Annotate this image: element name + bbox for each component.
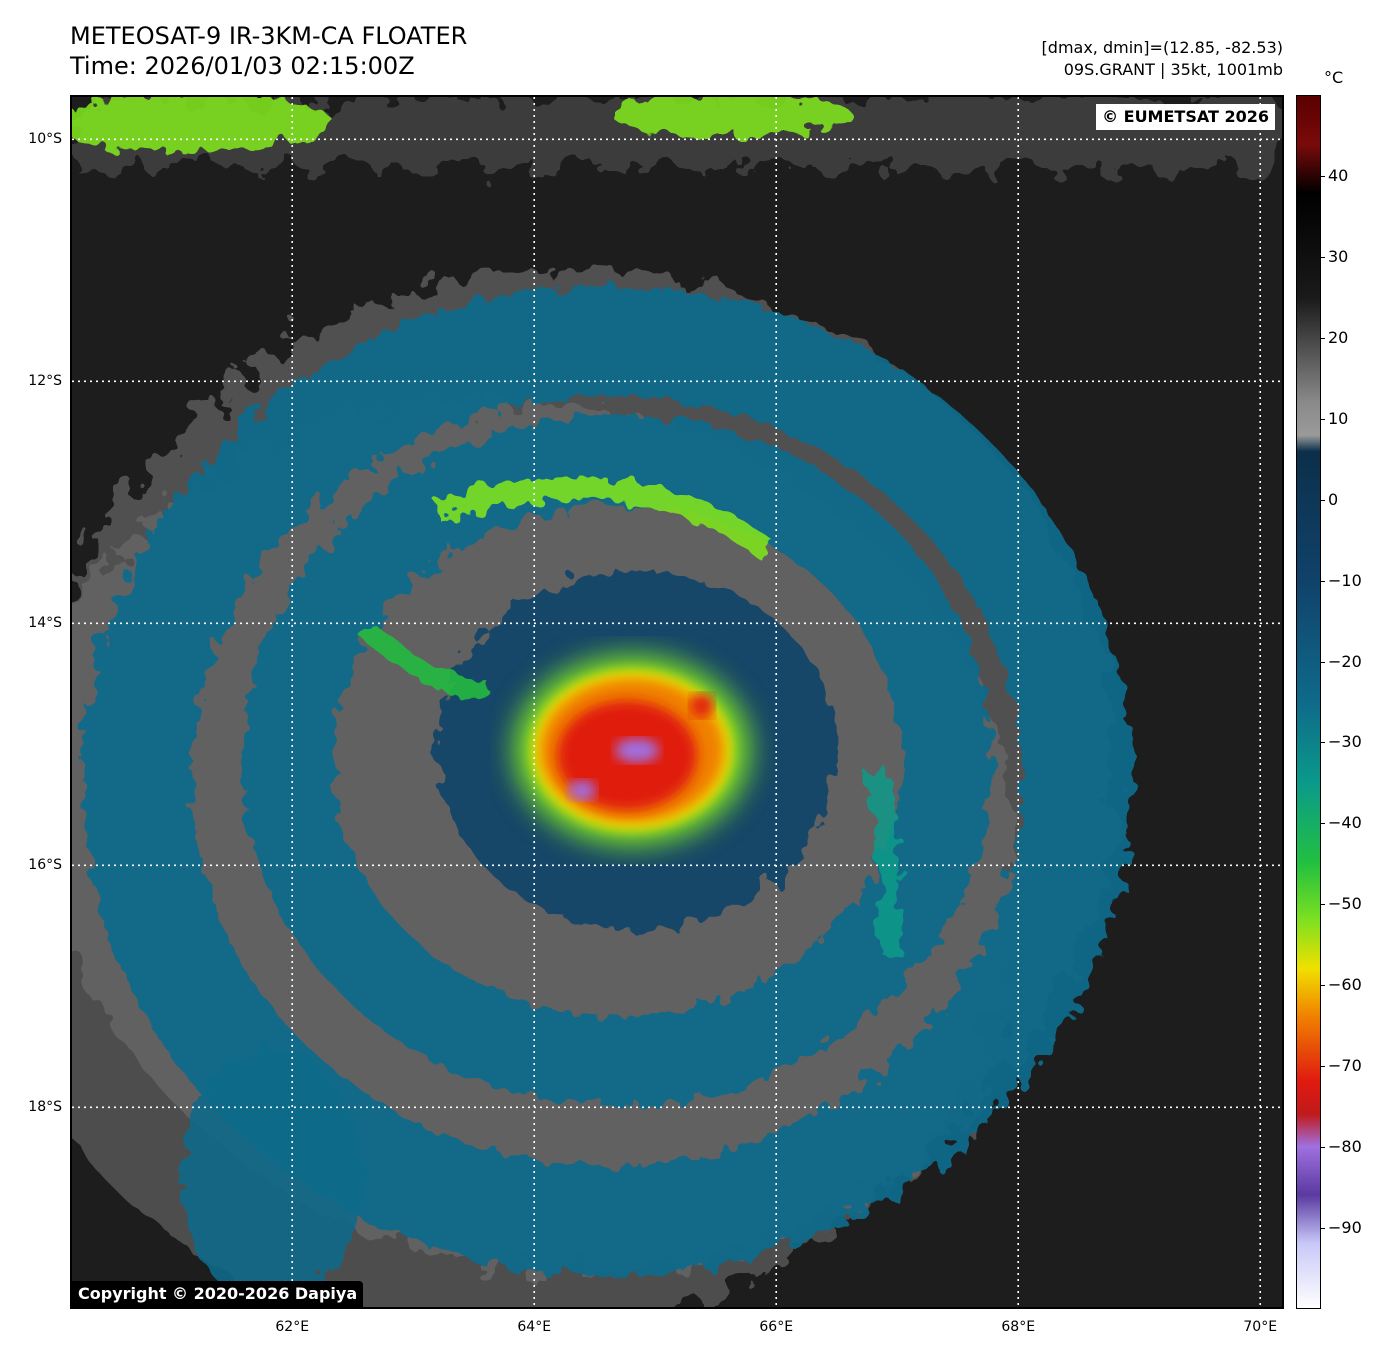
colorbar-tick-label: −10: [1328, 570, 1362, 590]
satellite-image: © EUMETSAT 2026 Copyright © 2020-2026 Da…: [70, 95, 1284, 1309]
colorbar-tick-label: 0: [1328, 489, 1339, 509]
longitude-label: 68°E: [1001, 1319, 1036, 1335]
latitude-label: 12°S: [28, 373, 62, 390]
colorbar-tick-label: 30: [1328, 246, 1349, 266]
eumetsat-credit: © EUMETSAT 2026: [1096, 104, 1275, 130]
colorbar-tick-mark: [1321, 499, 1325, 501]
dapiya-credit: Copyright © 2020-2026 Dapiya: [72, 1281, 364, 1307]
cold-spot-southwest: [568, 780, 597, 801]
longitude-label: 70°E: [1243, 1319, 1278, 1335]
map-title: METEOSAT-9 IR-3KM-CA FLOATER: [70, 22, 468, 50]
colorbar-tick-mark: [1321, 1066, 1325, 1068]
temperature-range: [dmax, dmin]=(12.85, -82.53): [1041, 38, 1283, 57]
colorbar-tick-mark: [1321, 823, 1325, 825]
colorbar-tick-mark: [1321, 256, 1325, 258]
cold-band-east: [866, 768, 902, 952]
colorbar-tick-mark: [1321, 175, 1325, 177]
colorbar-tick-label: −30: [1328, 732, 1362, 752]
longitude-label: 62°E: [275, 1319, 310, 1335]
colorbar-tick-mark: [1321, 742, 1325, 744]
colorbar-tick-mark: [1321, 985, 1325, 987]
latitude-label: 14°S: [28, 615, 62, 632]
ir-imagery: [72, 97, 1282, 1307]
colorbar-tick-label: −50: [1328, 894, 1362, 914]
longitude-label: 64°E: [517, 1319, 552, 1335]
north-convection-east: [612, 97, 852, 137]
colorbar-tick-label: 40: [1328, 165, 1349, 185]
colorbar-tick-label: −90: [1328, 1218, 1362, 1238]
colorbar-tick-label: −80: [1328, 1137, 1362, 1157]
outer-rainband: [82, 285, 1133, 1276]
colorbar-tick-mark: [1321, 904, 1325, 906]
colorbar-tick-mark: [1321, 661, 1325, 663]
latitude-label: 10°S: [28, 131, 62, 148]
colorbar-tick-label: −70: [1328, 1056, 1362, 1076]
coldest-cloud-tops: [615, 738, 660, 763]
colorbar-tick-label: −20: [1328, 651, 1362, 671]
north-convection-west: [72, 97, 332, 152]
cold-band-west: [360, 622, 488, 701]
longitude-label: 66°E: [759, 1319, 794, 1335]
colorbar-unit: °C: [1324, 68, 1344, 87]
colorbar-tick-label: 10: [1328, 408, 1349, 428]
latitude-label: 16°S: [28, 857, 62, 874]
storm-info: 09S.GRANT | 35kt, 1001mb: [1063, 60, 1283, 79]
colorbar-tick-mark: [1321, 580, 1325, 582]
colorbar: [1296, 95, 1321, 1309]
map-timestamp: Time: 2026/01/03 02:15:00Z: [70, 52, 415, 80]
colorbar-tick-mark: [1321, 418, 1325, 420]
colorbar-tick-mark: [1321, 1147, 1325, 1149]
colorbar-tick-mark: [1321, 337, 1325, 339]
overshooting-top: [690, 693, 715, 718]
middle-rainband: [242, 415, 993, 1106]
colorbar-tick-label: 20: [1328, 327, 1349, 347]
colorbar-tick-mark: [1321, 1228, 1325, 1230]
colorbar-tick-label: −60: [1328, 975, 1362, 995]
latitude-label: 18°S: [28, 1099, 62, 1116]
cold-band-north: [433, 476, 774, 560]
southwest-cloud: [182, 1047, 362, 1307]
colorbar-tick-label: −40: [1328, 813, 1362, 833]
